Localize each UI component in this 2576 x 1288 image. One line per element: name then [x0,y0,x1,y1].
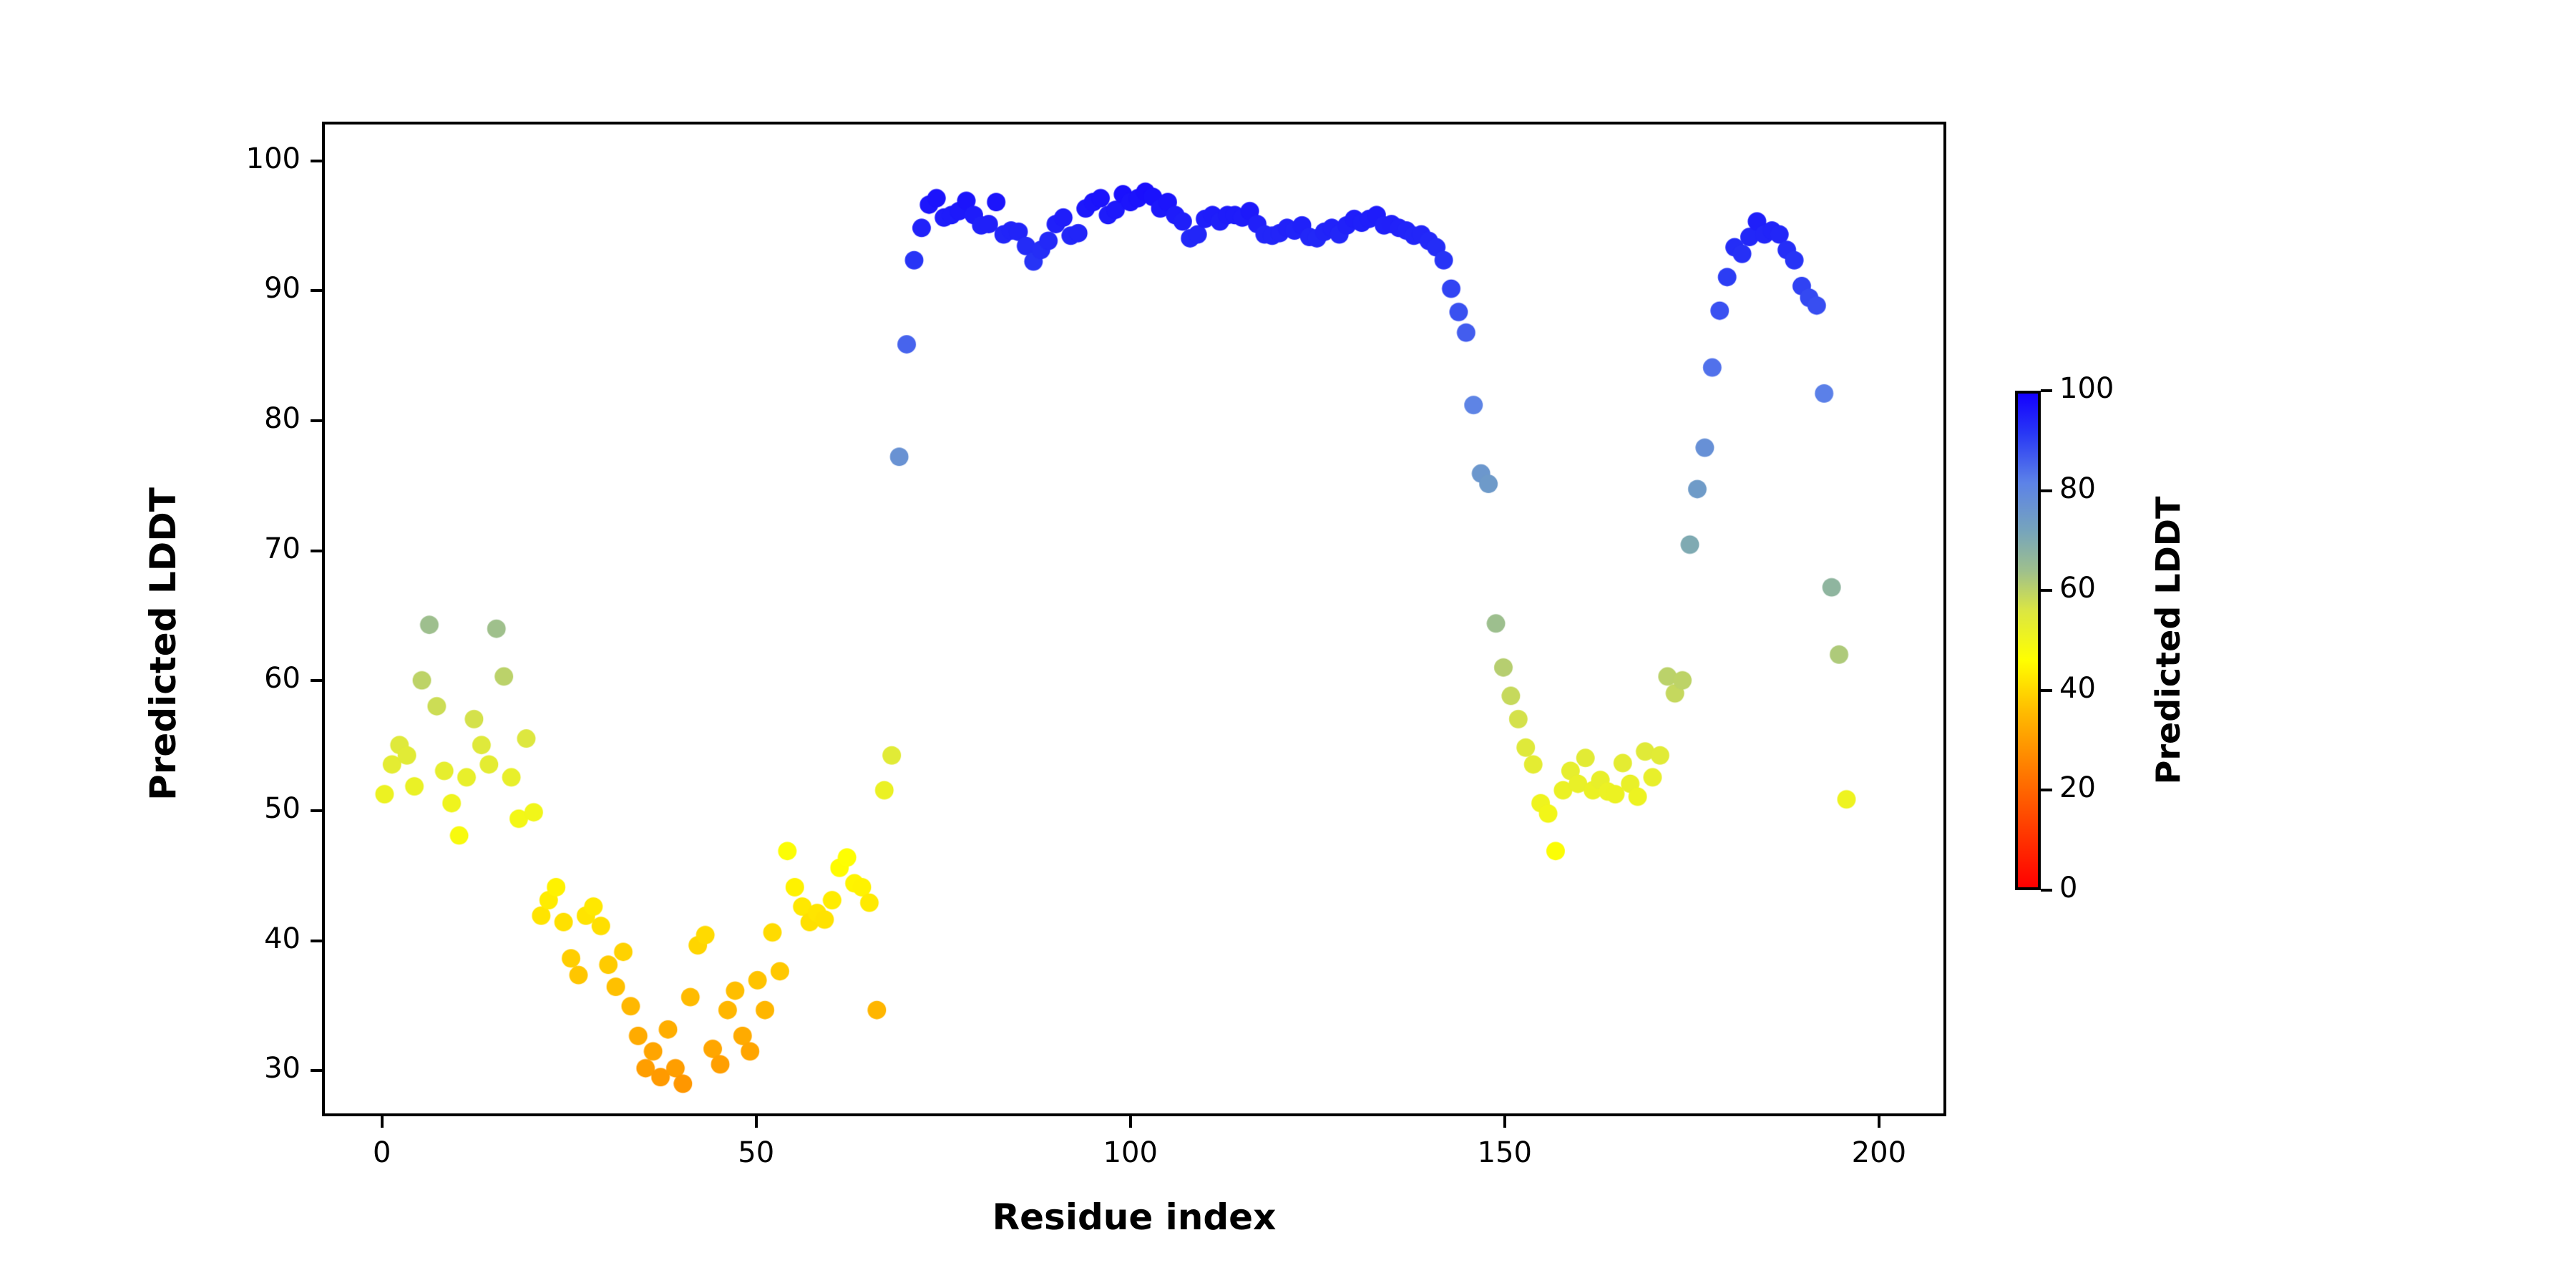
y-tick-mark [311,549,322,552]
x-tick-label: 0 [372,1136,391,1169]
colorbar-tick-mark [2041,889,2052,892]
colorbar-tick-label: 60 [2059,572,2096,605]
y-tick-label: 40 [264,922,301,955]
y-tick-label: 60 [264,662,301,696]
x-tick-mark [1128,1116,1132,1128]
x-tick-mark [380,1116,384,1128]
y-tick-label: 90 [264,272,301,306]
y-tick-mark [311,939,322,942]
y-axis-label: Predicted LDDT [142,487,184,801]
x-tick-label: 50 [738,1136,775,1169]
x-tick-label: 200 [1851,1136,1907,1169]
y-tick-mark [311,809,322,812]
x-tick-label: 100 [1103,1136,1158,1169]
colorbar: 0 20 40 60 80 100 [2015,372,2114,904]
colorbar-tick-mark [2041,789,2052,792]
colorbar-tick-mark [2041,589,2052,592]
y-tick-label: 50 [264,792,301,825]
y-tick-label: 30 [264,1052,301,1085]
colorbar-tick-label: 0 [2059,872,2078,904]
plot-axes [322,122,1946,1116]
colorbar-tick-label: 100 [2059,372,2114,405]
colorbar-tick-mark [2041,489,2052,492]
colorbar-tick-label: 40 [2059,671,2096,705]
colorbar-tick-mark [2041,389,2052,392]
y-tick-mark [311,1069,322,1073]
y-tick-label: 100 [245,142,301,175]
x-tick-mark [754,1116,758,1128]
y-tick-mark [311,159,322,162]
y-tick-label: 70 [264,532,301,565]
y-tick-mark [311,289,322,293]
colorbar-tick-label: 80 [2059,472,2096,505]
x-tick-label: 150 [1477,1136,1532,1169]
x-tick-mark [1503,1116,1506,1128]
colorbar-gradient [2015,391,2041,890]
colorbar-label: Predicted LDDT [2149,496,2187,785]
y-tick-label: 80 [264,401,301,435]
x-tick-mark [1877,1116,1880,1128]
scatter-plot-canvas[interactable] [325,125,1943,1113]
y-tick-mark [311,419,322,422]
colorbar-tick-mark [2041,688,2052,692]
colorbar-tick-label: 20 [2059,771,2096,805]
x-axis-label: Residue index [992,1196,1277,1238]
y-tick-mark [311,679,322,683]
